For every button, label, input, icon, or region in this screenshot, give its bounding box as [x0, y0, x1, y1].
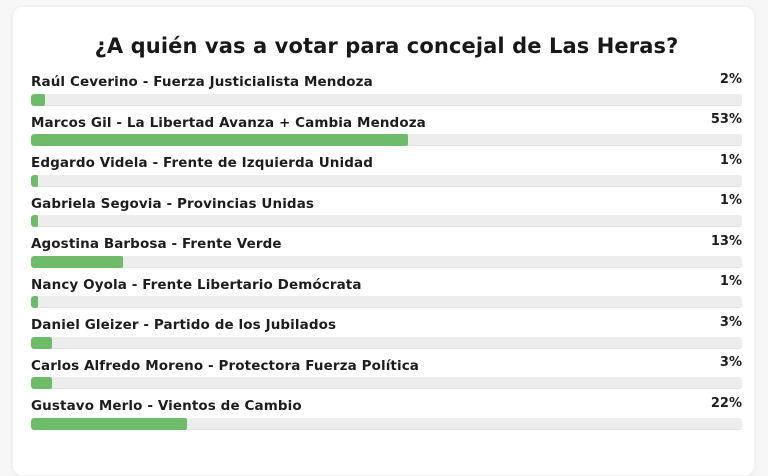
result-bar-fill: [31, 336, 53, 349]
result-bar-fill: [31, 215, 39, 228]
candidate-label: Agostina Barbosa - Frente Verde: [31, 236, 282, 253]
candidate-label: Raúl Ceverino - Fuerza Justicialista Men…: [31, 74, 373, 90]
result-bar-track: [31, 377, 742, 390]
percent-value: 1%: [719, 274, 742, 290]
poll-results-card: ¿A quién vas a votar para concejal de La…: [12, 6, 755, 476]
poll-option-row: Marcos Gil - La Libertad Avanza + Cambia…: [31, 112, 742, 147]
poll-option-header: Agostina Barbosa - Frente Verde 13%: [31, 233, 742, 253]
result-bar-fill: [31, 174, 39, 187]
result-bar-fill: [31, 417, 188, 430]
result-bar-track: [31, 93, 742, 106]
percent-value: 53%: [710, 112, 742, 128]
poll-option-row: Daniel Gleizer - Partido de los Jubilado…: [31, 314, 742, 349]
poll-option-row: Nancy Oyola - Frente Libertario Demócrat…: [31, 274, 742, 309]
poll-option-header: Gustavo Merlo - Vientos de Cambio 22%: [31, 395, 742, 415]
poll-option-row: Carlos Alfredo Moreno - Protectora Fuerz…: [31, 355, 742, 390]
candidate-label: Carlos Alfredo Moreno - Protectora Fuerz…: [31, 357, 420, 374]
result-bar-track: [31, 134, 742, 147]
result-bar-track: [31, 417, 742, 430]
poll-options-list: Raúl Ceverino - Fuerza Justicialista Men…: [31, 71, 742, 430]
poll-option-header: Edgardo Videla - Frente de Izquierda Uni…: [31, 152, 742, 172]
result-bar-fill: [31, 134, 408, 147]
candidate-label: Edgardo Videla - Frente de Izquierda Uni…: [31, 155, 373, 172]
result-bar-fill: [31, 93, 46, 106]
result-bar-fill: [31, 377, 53, 390]
percent-value: 2%: [719, 71, 742, 87]
poll-option-row: Raúl Ceverino - Fuerza Justicialista Men…: [31, 71, 742, 106]
poll-option-row: Gustavo Merlo - Vientos de Cambio 22%: [31, 395, 742, 430]
poll-option-header: Daniel Gleizer - Partido de los Jubilado…: [31, 314, 742, 334]
candidate-label: Gabriela Segovia - Provincias Unidas: [31, 195, 315, 212]
result-bar-fill: [31, 255, 124, 268]
poll-option-row: Edgardo Videla - Frente de Izquierda Uni…: [31, 152, 742, 187]
candidate-label: Marcos Gil - La Libertad Avanza + Cambia…: [31, 114, 426, 131]
result-bar-track: [31, 255, 742, 268]
poll-option-header: Gabriela Segovia - Provincias Unidas 1%: [31, 193, 742, 213]
result-bar-track: [31, 296, 742, 309]
candidate-label: Daniel Gleizer - Partido de los Jubilado…: [31, 317, 337, 334]
poll-option-header: Carlos Alfredo Moreno - Protectora Fuerz…: [31, 355, 742, 375]
poll-option-row: Gabriela Segovia - Provincias Unidas 1%: [31, 193, 742, 228]
result-bar-fill: [31, 296, 39, 309]
result-bar-track: [31, 336, 742, 349]
poll-option-header: Raúl Ceverino - Fuerza Justicialista Men…: [31, 71, 742, 91]
percent-value: 3%: [719, 314, 742, 330]
poll-option-header: Marcos Gil - La Libertad Avanza + Cambia…: [31, 112, 742, 132]
poll-option-row: Agostina Barbosa - Frente Verde 13%: [31, 233, 742, 268]
poll-option-header: Nancy Oyola - Frente Libertario Demócrat…: [31, 274, 742, 294]
percent-value: 22%: [710, 395, 742, 411]
poll-question-title: ¿A quién vas a votar para concejal de La…: [94, 34, 679, 58]
candidate-label: Nancy Oyola - Frente Libertario Demócrat…: [31, 276, 362, 293]
percent-value: 1%: [719, 193, 742, 209]
candidate-label: Gustavo Merlo - Vientos de Cambio: [31, 398, 302, 415]
result-bar-track: [31, 174, 742, 187]
result-bar-track: [31, 215, 742, 228]
percent-value: 13%: [710, 233, 742, 249]
percent-value: 1%: [719, 152, 742, 168]
percent-value: 3%: [719, 355, 742, 371]
